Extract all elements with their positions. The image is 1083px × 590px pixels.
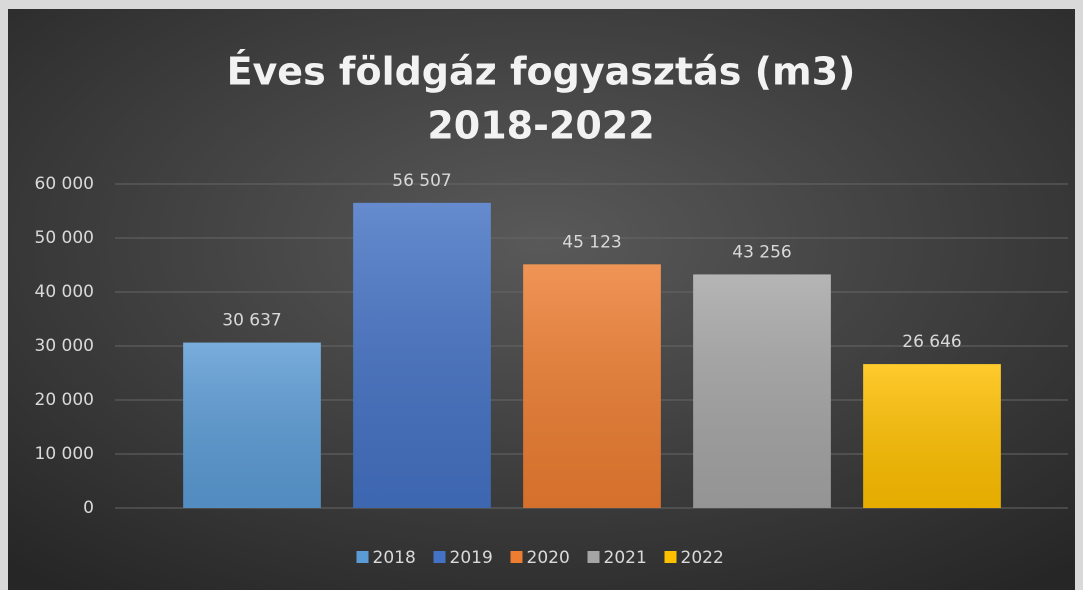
legend-label: 2019 bbox=[450, 548, 493, 568]
data-label: 43 256 bbox=[732, 242, 791, 262]
y-tick-label: 50 000 bbox=[35, 228, 94, 248]
bar-sheen bbox=[353, 202, 491, 509]
y-tick-label: 0 bbox=[83, 498, 94, 518]
bar-sheen bbox=[523, 264, 661, 508]
bar-sheen bbox=[863, 364, 1001, 508]
legend-label: 2022 bbox=[681, 548, 724, 568]
legend-label: 2018 bbox=[373, 548, 416, 568]
data-label: 56 507 bbox=[392, 171, 451, 191]
data-label: 26 646 bbox=[902, 332, 961, 352]
bar-sheen bbox=[693, 274, 831, 508]
bar-sheen bbox=[183, 342, 321, 508]
legend-swatch bbox=[664, 551, 677, 563]
legend-swatch bbox=[356, 551, 369, 563]
data-label: 45 123 bbox=[562, 232, 621, 252]
legend-swatch bbox=[587, 551, 600, 563]
y-tick-label: 20 000 bbox=[35, 390, 94, 410]
legend-swatch bbox=[510, 551, 523, 563]
y-tick-label: 30 000 bbox=[35, 336, 94, 356]
y-tick-label: 60 000 bbox=[35, 174, 94, 194]
legend-label: 2021 bbox=[604, 548, 647, 568]
chart-title: Éves földgáz fogyasztás (m3) bbox=[227, 50, 856, 94]
y-tick-label: 10 000 bbox=[35, 444, 94, 464]
legend-swatch bbox=[433, 551, 446, 563]
data-label: 30 637 bbox=[222, 311, 281, 331]
legend-label: 2020 bbox=[527, 548, 570, 568]
chart-title: 2018-2022 bbox=[427, 104, 654, 148]
y-tick-label: 40 000 bbox=[35, 282, 94, 302]
